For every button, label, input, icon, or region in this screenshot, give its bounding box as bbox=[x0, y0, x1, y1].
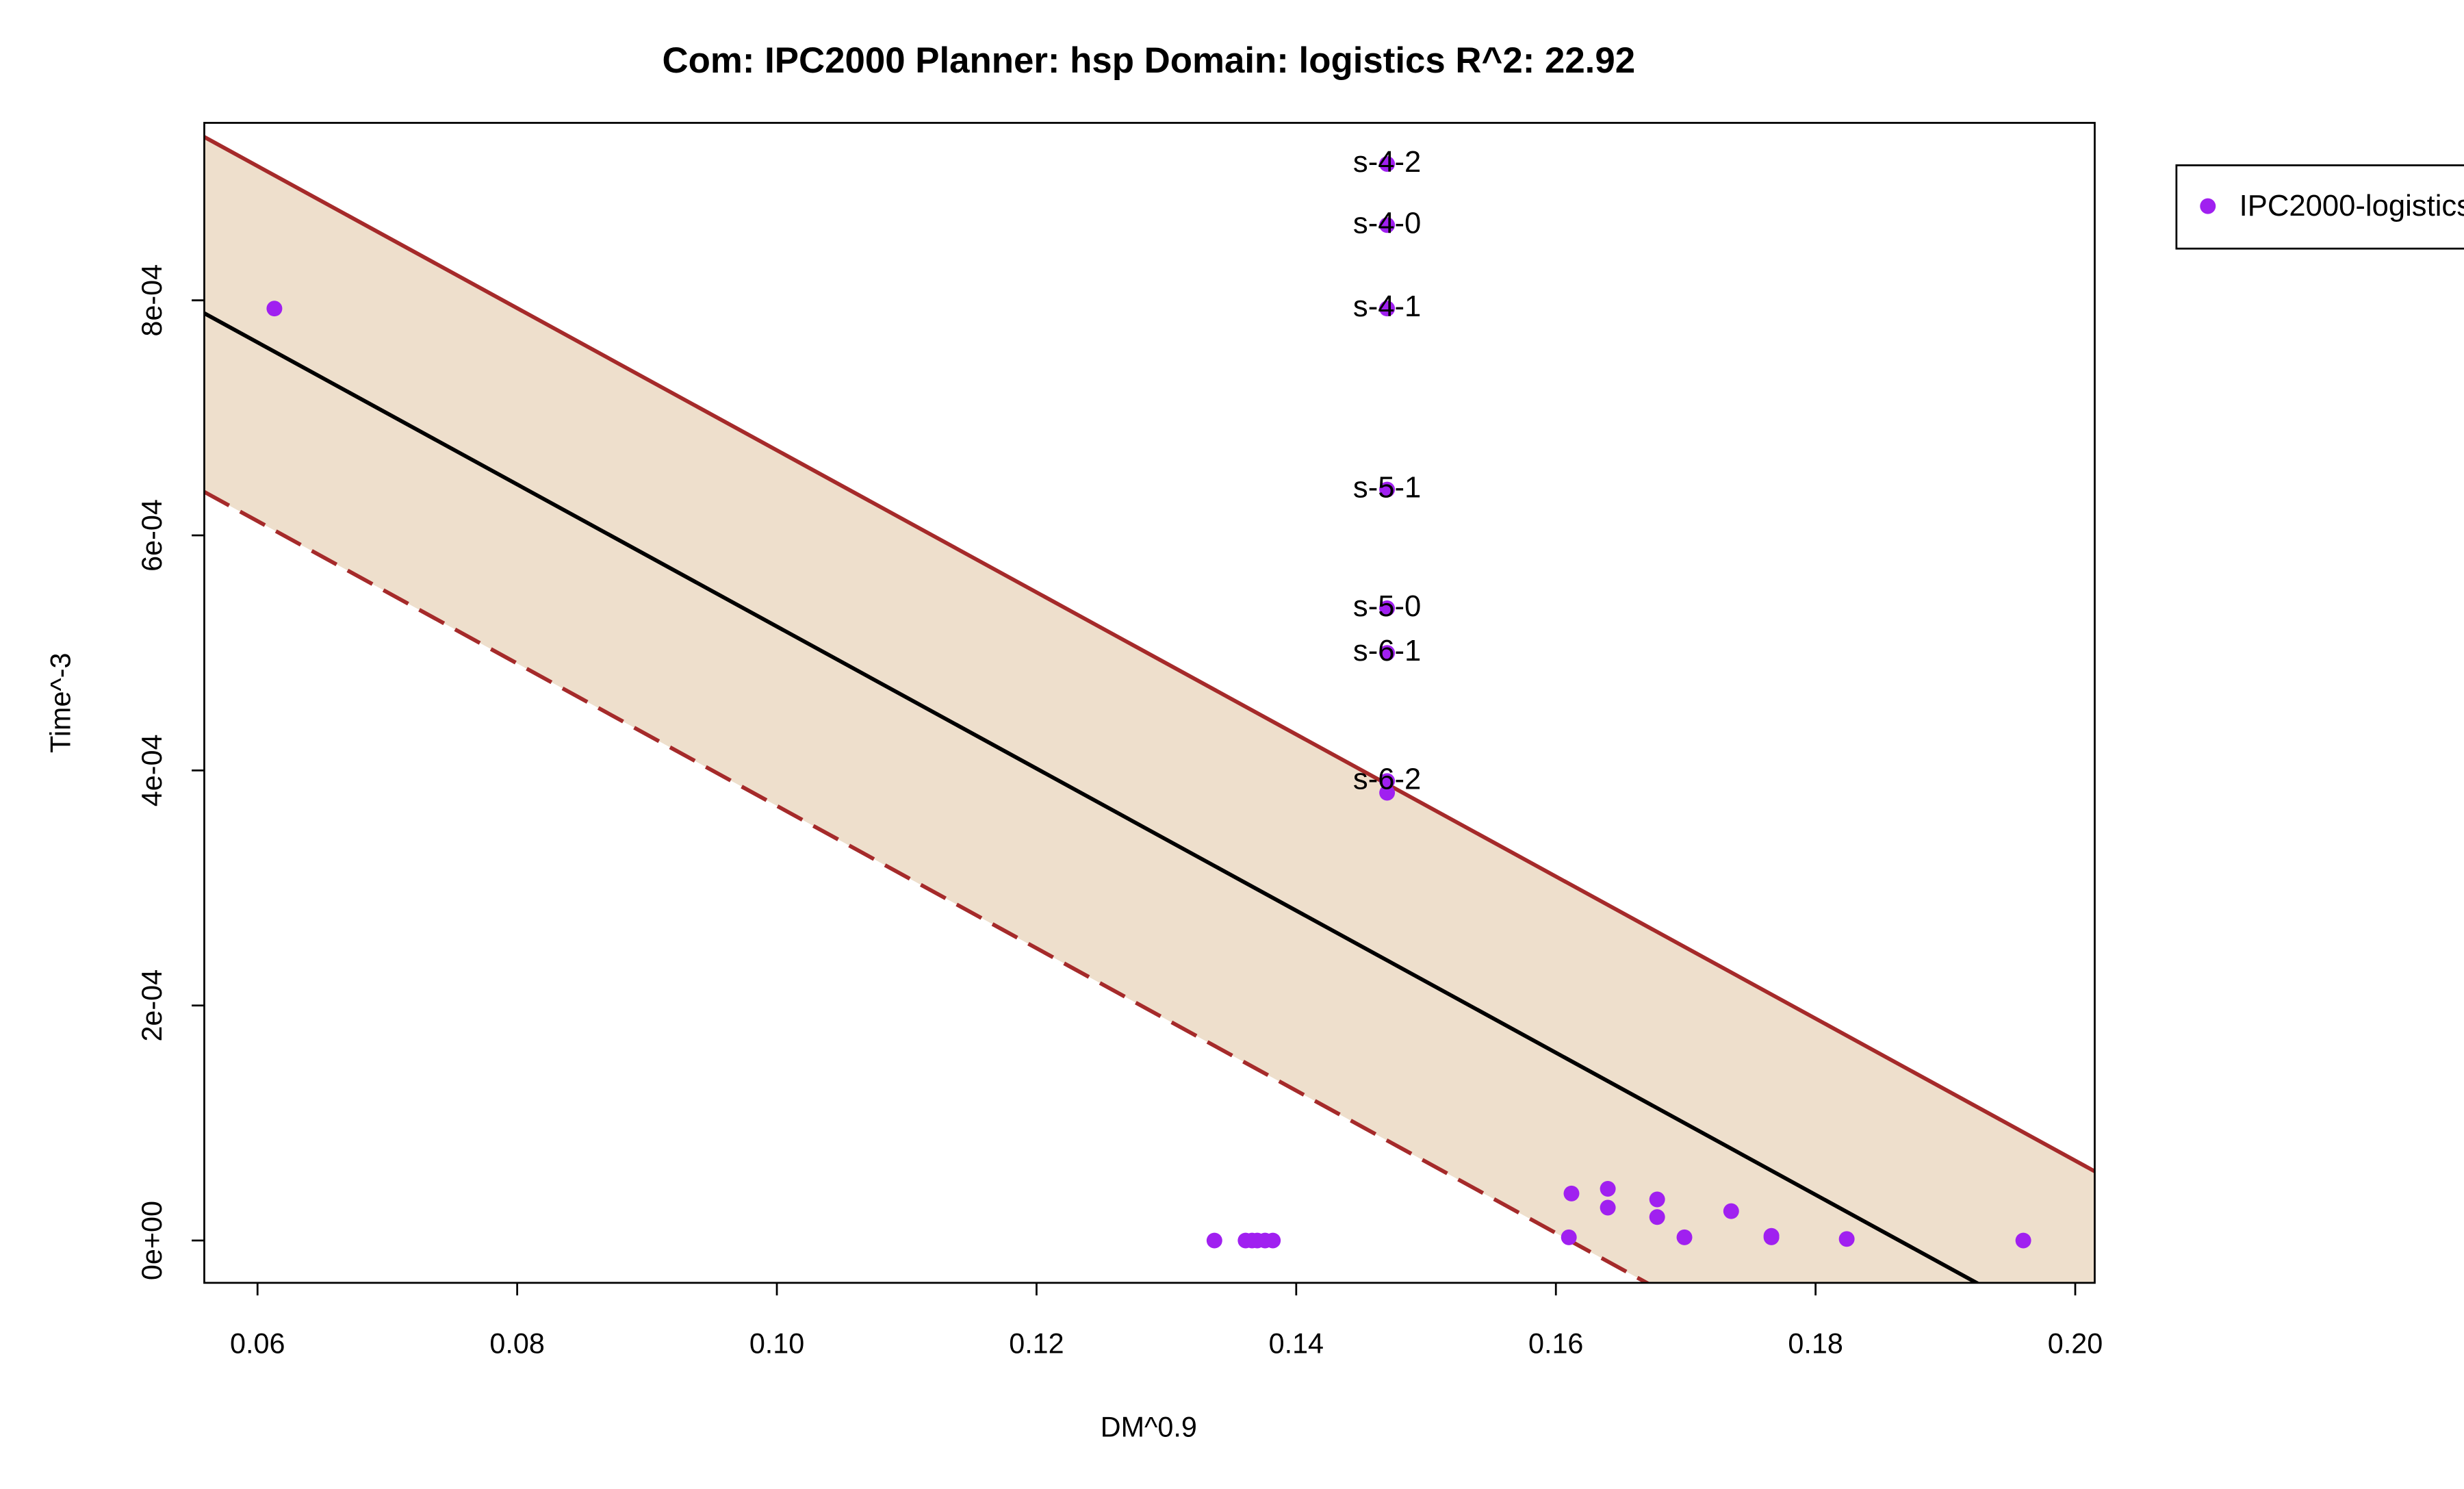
data-point bbox=[1838, 1231, 1855, 1247]
data-point bbox=[1561, 1229, 1577, 1245]
data-point bbox=[1649, 1209, 1665, 1225]
y-tick-label: 2e-04 bbox=[136, 969, 168, 1042]
data-point bbox=[1379, 217, 1396, 233]
y-tick-label: 8e-04 bbox=[136, 264, 168, 337]
y-axis-label: Time^-3 bbox=[45, 652, 77, 752]
data-point bbox=[2015, 1232, 2031, 1249]
fit-line bbox=[204, 311, 1981, 1283]
upper-bound-line bbox=[204, 135, 2095, 1173]
x-tick-label: 0.06 bbox=[230, 1328, 285, 1360]
x-tick-label: 0.14 bbox=[1269, 1328, 1324, 1360]
data-point bbox=[1600, 1199, 1616, 1216]
data-point bbox=[1723, 1203, 1739, 1219]
y-tick-label: 0e+00 bbox=[136, 1201, 168, 1280]
x-axis-label: DM^0.9 bbox=[1101, 1411, 1197, 1442]
x-tick-label: 0.16 bbox=[1528, 1328, 1583, 1360]
data-point bbox=[266, 301, 283, 317]
lower-bound-line bbox=[204, 489, 1651, 1283]
data-point bbox=[1563, 1185, 1580, 1201]
point-label: s-6-1 bbox=[1353, 635, 1421, 667]
legend-box bbox=[2175, 164, 2464, 250]
point-label: s-5-0 bbox=[1353, 590, 1421, 623]
chart-title: Com: IPC2000 Planner: hsp Domain: logist… bbox=[663, 40, 1636, 81]
data-point bbox=[1206, 1232, 1222, 1249]
point-label: s-5-1 bbox=[1353, 472, 1421, 505]
x-tick-label: 0.12 bbox=[1009, 1328, 1064, 1360]
plot-frame bbox=[203, 122, 2096, 1284]
x-tick-label: 0.08 bbox=[489, 1328, 544, 1360]
data-point bbox=[1649, 1191, 1665, 1208]
data-point bbox=[1265, 1232, 1281, 1249]
data-point bbox=[1600, 1181, 1616, 1197]
data-point bbox=[1379, 301, 1396, 317]
data-point bbox=[1379, 785, 1396, 801]
data-point bbox=[1379, 773, 1396, 789]
point-label: s-4-2 bbox=[1353, 146, 1421, 179]
confidence-band bbox=[204, 137, 2095, 1283]
y-tick-label: 4e-04 bbox=[136, 735, 168, 807]
plot-area bbox=[204, 135, 2095, 1283]
x-tick-label: 0.18 bbox=[1788, 1328, 1843, 1360]
point-label: s-6-2 bbox=[1353, 763, 1421, 796]
point-label: s-4-1 bbox=[1353, 290, 1421, 323]
data-point bbox=[1763, 1227, 1780, 1244]
legend-marker bbox=[2200, 198, 2216, 214]
data-point bbox=[1379, 645, 1396, 661]
x-tick-label: 0.20 bbox=[2048, 1328, 2103, 1360]
legend-label: IPC2000-logistics bbox=[2240, 190, 2464, 222]
data-point bbox=[1379, 600, 1396, 616]
y-tick-label: 6e-04 bbox=[136, 499, 168, 572]
data-point bbox=[1676, 1229, 1693, 1245]
data-point bbox=[1379, 156, 1396, 173]
data-point bbox=[1379, 481, 1396, 498]
x-tick-label: 0.10 bbox=[749, 1328, 804, 1360]
point-label: s-4-0 bbox=[1353, 207, 1421, 240]
